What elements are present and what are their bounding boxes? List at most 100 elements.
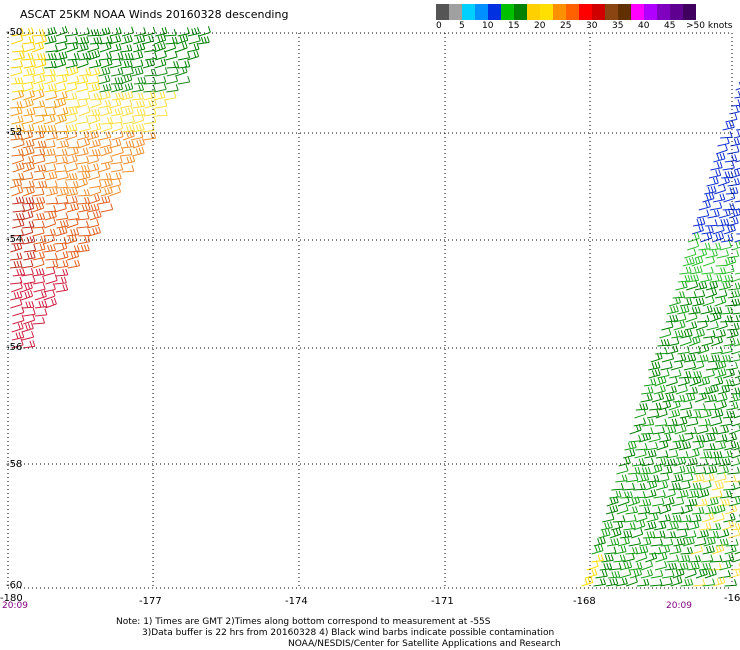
wind-barb — [734, 167, 740, 171]
wind-barb — [32, 28, 45, 37]
wind-barb — [11, 172, 25, 181]
wind-barb — [730, 457, 740, 467]
wind-barb — [119, 44, 133, 53]
wind-barb — [658, 514, 671, 523]
wind-barb — [65, 123, 78, 133]
wind-barb — [668, 400, 681, 411]
wind-barb — [133, 34, 146, 45]
wind-barb — [143, 131, 157, 141]
wind-barb — [665, 449, 679, 459]
wind-barb — [602, 513, 615, 523]
wind-barb — [702, 256, 715, 267]
scale-label: 15 — [508, 21, 520, 31]
wind-barb — [719, 490, 733, 499]
wind-barb — [684, 530, 697, 539]
wind-barb — [22, 75, 36, 85]
scale-swatch — [566, 4, 579, 20]
wind-barb — [720, 306, 734, 315]
wind-barb — [605, 577, 619, 587]
wind-barb — [131, 59, 144, 69]
wind-barb — [710, 416, 723, 427]
wind-barb — [705, 287, 718, 299]
wind-barb — [32, 89, 45, 101]
wind-barb — [11, 338, 24, 349]
wind-barb — [724, 154, 738, 163]
wind-barb — [683, 361, 697, 371]
wind-barb — [663, 425, 677, 435]
wind-barb — [704, 403, 717, 411]
wind-barb — [76, 57, 89, 69]
wind-barb — [43, 74, 56, 85]
wind-barb — [704, 394, 717, 403]
wind-barb — [10, 242, 23, 253]
wind-barb — [698, 376, 711, 387]
wind-barb — [21, 210, 34, 221]
wind-barb — [678, 441, 692, 451]
wind-barb — [133, 27, 147, 37]
wind-barb — [155, 109, 168, 117]
wind-barb — [733, 441, 740, 451]
wind-barb — [165, 75, 179, 85]
wind-barb — [681, 431, 694, 443]
wind-barb — [100, 155, 114, 165]
wind-barb — [86, 130, 99, 141]
wind-barb — [10, 290, 23, 301]
wind-barb — [635, 403, 649, 411]
wind-barb — [683, 465, 696, 475]
wind-barb — [615, 474, 628, 483]
wind-barb — [692, 360, 705, 371]
wind-barb — [715, 259, 729, 267]
wind-barb — [44, 217, 57, 229]
wind-barb — [650, 538, 663, 547]
wind-barb — [45, 90, 58, 101]
scale-swatch — [540, 4, 553, 20]
wind-barb — [687, 520, 700, 531]
wind-barb — [674, 353, 687, 363]
wind-barb — [609, 490, 622, 499]
wind-barb — [730, 168, 740, 179]
wind-barb — [55, 35, 68, 45]
wind-barb — [719, 241, 732, 251]
wind-barb — [32, 188, 45, 197]
wind-barb — [12, 90, 25, 101]
wind-barb — [143, 76, 157, 85]
wind-barb — [23, 275, 36, 285]
wind-barb — [78, 51, 92, 61]
wind-barb — [110, 77, 124, 85]
wind-barb — [667, 408, 681, 419]
wind-barb — [677, 346, 690, 355]
wind-barb — [108, 34, 122, 45]
wind-barb — [649, 578, 663, 587]
wind-barb — [619, 560, 633, 571]
wind-barb — [706, 497, 719, 507]
wind-barb — [153, 41, 166, 53]
wind-barb — [34, 108, 48, 117]
wind-barb — [687, 232, 700, 243]
scale-swatch — [644, 4, 657, 20]
wind-barb — [713, 184, 726, 195]
wind-barb — [680, 401, 693, 411]
wind-barb — [641, 457, 654, 467]
wind-barb — [32, 82, 45, 93]
wind-barb — [55, 268, 69, 277]
wind-barb — [702, 578, 716, 587]
wind-barb — [33, 52, 46, 61]
wind-barb — [109, 27, 122, 37]
wind-barb — [699, 451, 713, 459]
wind-barb — [9, 252, 23, 261]
wind-barb — [21, 155, 35, 165]
scale-swatch — [488, 4, 501, 20]
wind-barb — [21, 52, 34, 61]
wind-barb — [10, 298, 23, 309]
wind-barb — [122, 124, 135, 133]
wind-barb — [663, 531, 677, 539]
wind-barb — [22, 196, 35, 205]
wind-barb — [100, 145, 113, 157]
wind-barb — [21, 322, 34, 333]
wind-barb — [22, 185, 35, 197]
wind-barb — [654, 418, 668, 427]
wind-barb — [100, 178, 113, 189]
wind-barb — [694, 281, 708, 291]
wind-barb — [177, 75, 191, 85]
wind-barb — [677, 305, 690, 315]
